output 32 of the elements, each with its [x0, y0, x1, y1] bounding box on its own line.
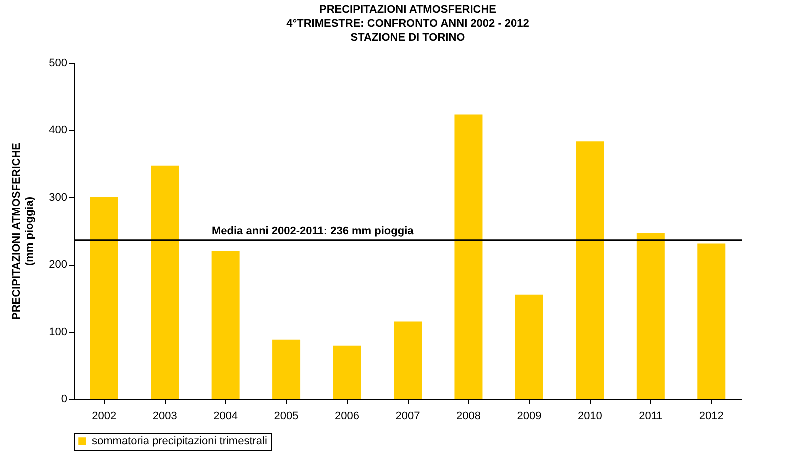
chart-title: PRECIPITAZIONI ATMOSFERICHE 4°TRIMESTRE: CONFRONTO ANNI 2002 - 2012 STAZIONE DI TORINO — [286, 4, 530, 44]
x-tick-label: 2004 — [214, 410, 238, 422]
bar — [212, 251, 240, 399]
x-tick-label: 2006 — [335, 410, 360, 422]
x-tick-label: 2011 — [639, 410, 663, 422]
bar — [394, 322, 422, 399]
legend-label: sommatoria precipitazioni trimestrali — [92, 436, 268, 448]
y-tick-label: 500 — [49, 58, 68, 70]
bar — [272, 340, 301, 399]
y-axis-title: PRECIPITAZIONI ATMOSFERICHE (mm pioggia) — [11, 142, 36, 320]
ref-line-label: Media anni 2002-2011: 236 mm pioggia — [212, 225, 415, 238]
bar — [454, 114, 483, 399]
x-tick-label: 2009 — [517, 410, 542, 422]
y-tick-label: 300 — [49, 192, 68, 204]
bar — [515, 294, 544, 399]
x-tick-label: 2012 — [699, 410, 724, 422]
x-tick-label: 2005 — [274, 410, 299, 422]
x-tick-label: 2002 — [92, 410, 117, 422]
y-tick-label: 200 — [49, 259, 68, 272]
bar — [636, 233, 665, 399]
x-tick-label: 2010 — [578, 410, 602, 422]
bar — [333, 346, 362, 399]
bar — [698, 244, 726, 399]
y-tick-label: 0 — [61, 394, 68, 406]
x-tick-label: 2003 — [152, 410, 178, 422]
y-tick-label: 400 — [49, 124, 68, 137]
x-tick-label: 2007 — [396, 410, 420, 422]
y-tick-label: 100 — [49, 326, 68, 338]
x-tick-label: 2008 — [456, 410, 481, 422]
bar — [90, 197, 118, 399]
bar — [576, 142, 604, 399]
bar — [151, 166, 180, 399]
